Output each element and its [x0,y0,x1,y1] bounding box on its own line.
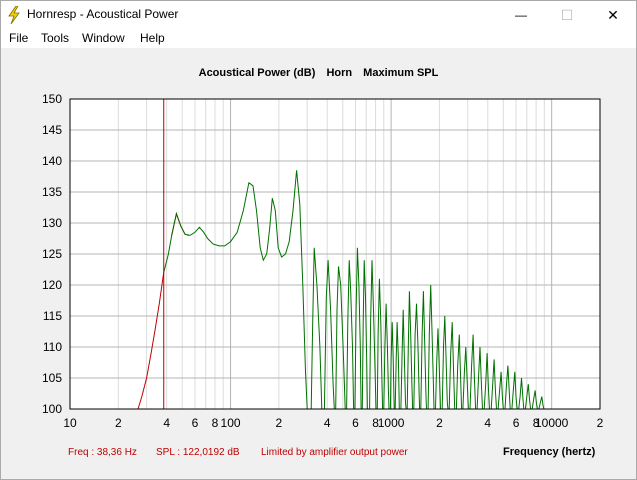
menu-help[interactable]: Help [140,31,165,45]
y-tick-label: 150 [42,92,62,106]
window-title: Hornresp - Acoustical Power [27,7,179,21]
y-tick-label: 125 [42,247,62,261]
y-tick-label: 145 [42,123,62,137]
limit-note: Limited by amplifier output power [261,447,408,458]
minimize-icon: — [515,8,527,22]
x-tick-label: 100 [221,416,241,430]
menu-bar: File Tools Window Help [1,29,636,48]
plot-border [69,98,601,410]
x-tick-label: 10 [63,416,77,430]
minimize-button[interactable]: — [498,1,544,29]
close-icon: ✕ [607,6,619,23]
menu-window[interactable]: Window [82,31,125,45]
x-tick-label: 10000 [535,416,569,430]
x-tick-label: 2 [115,416,122,430]
title-bar[interactable]: Hornresp - Acoustical Power — ☐ ✕ [1,1,636,29]
spl-readout: SPL : 122,0192 dB [156,447,240,458]
x-tick-label: 2 [276,416,283,430]
x-tick-label: 8 [533,416,540,430]
y-tick-label: 120 [42,278,62,292]
x-tick-label: 6 [513,416,520,430]
close-button[interactable]: ✕ [590,1,636,29]
x-tick-label: 2 [436,416,443,430]
x-axis-label: Frequency (hertz) [503,446,596,458]
x-tick-label: 6 [192,416,199,430]
x-tick-label: 8 [372,416,379,430]
chart-title-type: Horn [326,67,353,79]
x-tick-label: 8 [212,416,219,430]
y-tick-label: 130 [42,216,62,230]
y-tick-label: 135 [42,185,62,199]
y-tick-label: 105 [42,371,62,385]
x-tick-label: 4 [484,416,491,430]
y-tick-label: 115 [43,309,62,323]
menu-tools[interactable]: Tools [41,31,70,45]
frequency-readout: Freq : 38,36 Hz [68,447,137,458]
x-tick-label: 4 [324,416,331,430]
y-tick-label: 110 [43,340,62,354]
chart-title-mode: Maximum SPL [363,67,439,79]
y-tick-label: 140 [42,154,62,168]
maximize-button[interactable]: ☐ [544,1,590,29]
x-tick-label: 6 [352,416,359,430]
lightning-bolt-icon [8,6,20,24]
x-tick-label: 2 [597,416,604,430]
status-bar [1,470,636,479]
chart-title: Acoustical Power (dB) Horn Maximum SPL [1,67,636,79]
menu-file[interactable]: File [9,31,29,45]
x-tick-label: 1000 [378,416,405,430]
y-tick-label: 100 [42,402,62,416]
chart-title-quantity: Acoustical Power (dB) [198,67,316,79]
maximize-icon: ☐ [560,6,574,23]
chart-area[interactable]: Acoustical Power (dB) Horn Maximum SPL 1… [1,48,636,470]
limited-power-curve [137,272,165,410]
x-tick-label: 4 [163,416,170,430]
